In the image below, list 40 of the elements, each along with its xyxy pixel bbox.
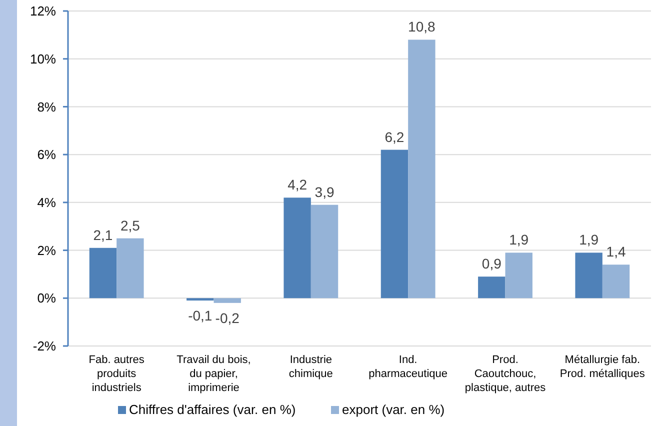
data-label: 10,8 <box>408 18 436 35</box>
x-tick-label: Métallurgie fab. Prod. métalliques <box>560 354 646 380</box>
data-label: 1,4 <box>606 244 626 260</box>
x-tick-label: Ind. pharmaceutique <box>368 354 448 380</box>
x-tick-label: Travail du bois, du papier, imprimerie <box>176 354 251 394</box>
data-label: 3,9 <box>314 184 334 200</box>
legend-label: export (var. en %) <box>342 402 445 417</box>
data-label: 1,9 <box>579 232 599 248</box>
x-tick-label: Industrie chimique <box>288 354 333 380</box>
y-tick-label: -2% <box>32 338 56 354</box>
bar <box>214 298 241 303</box>
bar <box>89 248 117 298</box>
bar <box>602 264 630 298</box>
y-tick-label: 12% <box>30 4 56 19</box>
data-label: 1,9 <box>509 232 529 248</box>
bar <box>310 204 338 298</box>
bar <box>505 252 532 298</box>
legend-label: Chiffres d'affaires (var. en %) <box>129 402 296 417</box>
y-tick-label: 6% <box>37 147 56 162</box>
bar <box>408 40 436 298</box>
y-tick-label: 4% <box>37 194 56 210</box>
y-tick-label: 2% <box>37 242 56 258</box>
bar <box>284 198 311 298</box>
data-label: -0,2 <box>215 310 240 326</box>
x-tick-label: Fab. autres produits industriels <box>88 354 145 394</box>
y-tick-label: 0% <box>37 290 56 306</box>
bar <box>186 298 214 301</box>
x-tick-label: Prod. Caoutchouc, plastique, autres <box>464 354 546 394</box>
data-label: -0,1 <box>188 308 212 324</box>
data-label: 2,1 <box>93 226 113 243</box>
bar <box>380 150 408 298</box>
bar <box>478 276 506 298</box>
bar <box>116 238 144 298</box>
bar <box>575 252 602 298</box>
y-tick-label: 10% <box>30 51 56 66</box>
data-label: 2,5 <box>120 217 140 234</box>
y-tick-label: 8% <box>37 99 56 114</box>
data-label: 6,2 <box>384 128 404 145</box>
data-label: 4,2 <box>288 176 308 193</box>
data-label: 0,9 <box>482 256 502 272</box>
